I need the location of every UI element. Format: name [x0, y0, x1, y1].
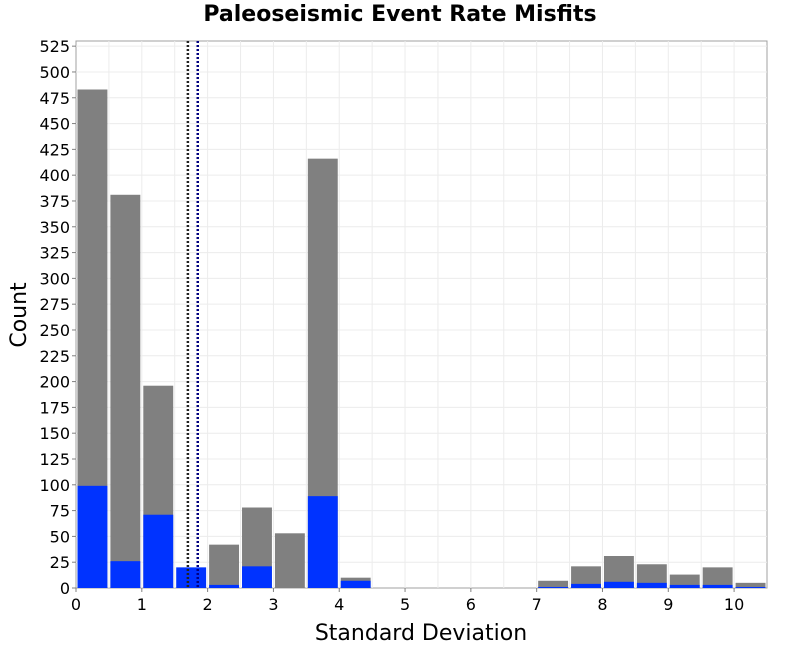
plot-area	[75, 40, 768, 589]
x-tick-label: 1	[137, 595, 147, 614]
y-tick-label: 375	[39, 192, 70, 211]
bar-series-1	[538, 586, 569, 588]
bar-series-0	[274, 533, 305, 588]
bar-series-1	[571, 583, 601, 588]
bar-series-1	[209, 584, 240, 588]
y-tick-label: 100	[39, 476, 70, 495]
x-tick-label: 0	[71, 595, 81, 614]
bar-series-0	[571, 566, 601, 588]
bar-series-1	[176, 567, 207, 588]
bar-series-1	[307, 496, 338, 588]
x-tick-label: 5	[400, 595, 410, 614]
y-tick-label: 75	[50, 502, 70, 521]
x-axis-ticks: 0 1 2 3 4 5 6 7 8 9 10	[71, 588, 744, 614]
x-tick-label: 2	[203, 595, 213, 614]
bar-series-1	[77, 485, 108, 588]
bar-series-0	[735, 582, 766, 588]
chart-title: Paleoseismic Event Rate Misfits	[203, 2, 597, 27]
bar-series-0	[669, 574, 700, 588]
y-tick-label: 175	[39, 398, 70, 417]
y-tick-label: 125	[39, 450, 70, 469]
y-tick-label: 275	[39, 295, 70, 314]
bar-series-0	[110, 194, 141, 589]
bar-series-1	[702, 584, 733, 588]
y-axis-ticks: 0 25 50 75 100 125 150 175 200 225 250 275 300 325 350…	[39, 37, 76, 598]
y-tick-label: 450	[39, 115, 70, 134]
y-tick-label: 200	[39, 373, 70, 392]
y-tick-label: 500	[39, 63, 70, 82]
y-tick-label: 50	[50, 527, 70, 546]
x-tick-label: 6	[466, 595, 476, 614]
y-tick-label: 325	[39, 244, 70, 263]
grid-lines	[76, 41, 767, 588]
bar-series-1	[110, 561, 141, 588]
bar-series-1	[636, 582, 667, 588]
bar-series-1	[143, 514, 174, 588]
y-tick-label: 400	[39, 166, 70, 185]
bar-series-1	[735, 586, 766, 588]
x-tick-label: 3	[268, 595, 278, 614]
bar-series-0	[702, 567, 733, 588]
y-tick-label: 25	[50, 553, 70, 572]
y-tick-label: 0	[60, 579, 70, 598]
bar-series-1	[603, 581, 634, 588]
bars	[77, 89, 766, 589]
y-tick-label: 525	[39, 37, 70, 56]
x-axis-label: Standard Deviation	[315, 621, 527, 646]
y-tick-label: 150	[39, 424, 70, 443]
bar-series-0	[538, 580, 569, 588]
reference-lines	[186, 41, 199, 588]
bar-series-0	[209, 544, 240, 588]
y-tick-label: 350	[39, 218, 70, 237]
bar-series-0	[636, 564, 667, 588]
x-tick-label: 10	[724, 595, 744, 614]
x-tick-label: 7	[532, 595, 542, 614]
y-tick-label: 475	[39, 89, 70, 108]
y-axis-label: Count	[7, 282, 32, 348]
bar-series-1	[340, 580, 371, 588]
x-tick-label: 9	[663, 595, 673, 614]
y-tick-label: 425	[39, 140, 70, 159]
y-tick-label: 300	[39, 269, 70, 288]
bar-series-1	[669, 584, 700, 588]
y-tick-label: 250	[39, 321, 70, 340]
bar-series-1	[242, 566, 272, 588]
x-tick-label: 8	[597, 595, 607, 614]
x-tick-label: 4	[334, 595, 344, 614]
y-tick-label: 225	[39, 347, 70, 366]
